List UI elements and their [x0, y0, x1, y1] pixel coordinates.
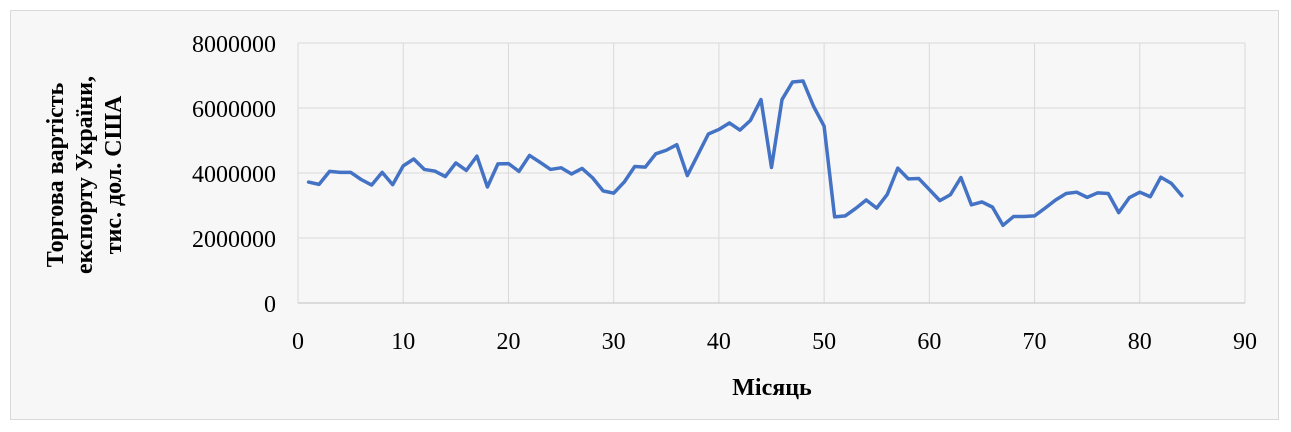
y-tick-label: 8000000	[192, 32, 276, 58]
x-tick-label: 60	[917, 329, 941, 355]
y-tick-label: 6000000	[192, 97, 276, 123]
y-axis-title-line-2: експорту України,	[72, 76, 98, 274]
x-tick-label: 10	[391, 329, 415, 355]
x-tick-label: 30	[602, 329, 626, 355]
x-tick-label: 40	[707, 329, 731, 355]
x-tick-label: 90	[1233, 329, 1257, 355]
x-tick-label: 0	[292, 329, 304, 355]
x-tick-label: 20	[496, 329, 520, 355]
x-tick-label: 50	[812, 329, 836, 355]
y-tick-label: 2000000	[192, 227, 276, 253]
series-layer	[306, 79, 1184, 228]
x-axis-title: Місяць	[732, 375, 812, 401]
y-axis-title-line-1: Торгова вартість	[43, 82, 69, 267]
x-tick-label: 80	[1128, 329, 1152, 355]
x-tick-label: 70	[1023, 329, 1047, 355]
gridlines	[297, 42, 1246, 304]
y-axis-title-line-3: тис. дол. США	[101, 95, 127, 254]
series-line	[306, 79, 1184, 228]
y-tick-label: 4000000	[192, 162, 276, 188]
y-tick-label: 0	[264, 292, 276, 318]
chart-area	[10, 10, 1279, 420]
tick-labels: 0 10 20 30 40 50 60 70 80 90 0 2000000 4000000 600000…	[192, 32, 1257, 355]
y-axis-title: Торгова вартість експорту України, тис. …	[43, 76, 127, 274]
